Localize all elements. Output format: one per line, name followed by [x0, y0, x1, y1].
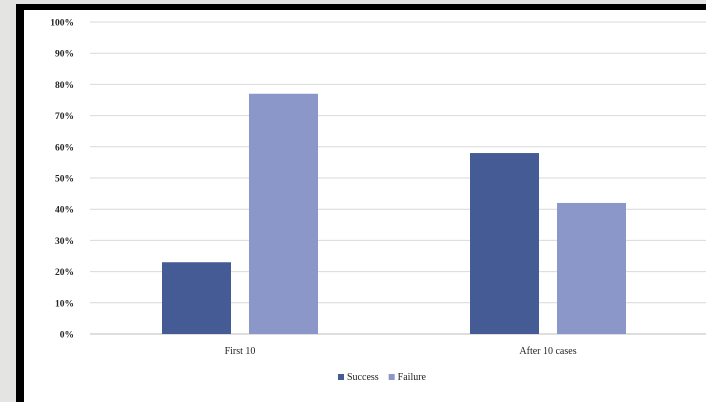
- y-tick-label: 30%: [55, 237, 74, 247]
- legend-swatch-success: [338, 374, 344, 380]
- y-tick-label: 0%: [60, 331, 74, 341]
- legend-swatch-failure: [388, 374, 395, 380]
- bar-failure-2: [557, 202, 626, 334]
- chart-panel: 0% 10% 20% 30% 40% 50% 60% 70% 80% 90% 100% First …: [24, 10, 706, 402]
- legend: Success Failure: [338, 372, 427, 383]
- x-axis: First 10 After 10 cases: [225, 346, 577, 357]
- y-tick-label: 60%: [55, 143, 74, 153]
- y-tick-label: 100%: [50, 19, 74, 29]
- y-tick-label: 70%: [55, 112, 74, 122]
- legend-label-failure: Failure: [398, 372, 427, 383]
- y-axis: 0% 10% 20% 30% 40% 50% 60% 70% 80% 90% 100%: [50, 19, 74, 341]
- y-tick-label: 90%: [55, 50, 74, 60]
- bar-failure-1: [249, 93, 318, 334]
- x-category-label: First 10: [225, 346, 256, 357]
- y-tick-label: 40%: [55, 206, 74, 216]
- bar-chart: 0% 10% 20% 30% 40% 50% 60% 70% 80% 90% 100% First …: [50, 19, 706, 383]
- bars: [162, 93, 626, 334]
- y-tick-label: 80%: [55, 81, 74, 91]
- x-category-label: After 10 cases: [519, 346, 576, 357]
- chart-frame: 0% 10% 20% 30% 40% 50% 60% 70% 80% 90% 100% First …: [16, 4, 706, 402]
- legend-label-success: Success: [347, 372, 379, 383]
- y-tick-label: 10%: [55, 299, 74, 309]
- bar-success-2: [470, 153, 539, 334]
- y-tick-label: 50%: [55, 175, 74, 185]
- bar-success-1: [162, 262, 231, 334]
- y-tick-label: 20%: [55, 268, 74, 278]
